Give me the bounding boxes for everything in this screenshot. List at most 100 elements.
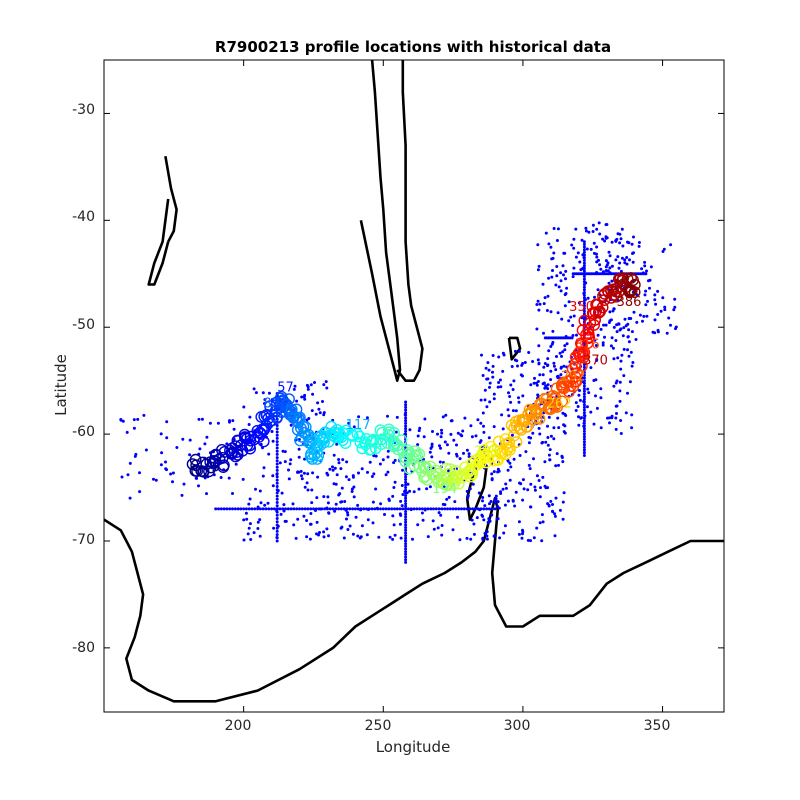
historical-profile-point — [632, 251, 635, 255]
historical-profile-point — [604, 323, 608, 327]
historical-profile-point — [574, 255, 578, 259]
historical-profile-point — [333, 466, 337, 470]
historical-profile-point — [404, 558, 408, 562]
historical-profile-point — [247, 526, 251, 530]
historical-profile-point — [159, 432, 163, 436]
float-profile-marker — [550, 398, 563, 411]
historical-profile-point — [574, 401, 578, 405]
historical-profile-point — [533, 376, 536, 380]
historical-profile-point — [607, 250, 611, 254]
historical-profile-point — [292, 387, 296, 391]
historical-profile-point — [558, 351, 562, 355]
historical-profile-point — [404, 539, 407, 543]
historical-profile-point — [404, 483, 408, 487]
historical-profile-point — [663, 308, 667, 312]
historical-profile-point — [256, 527, 260, 530]
historical-profile-point — [571, 275, 575, 279]
historical-profile-point — [456, 515, 459, 519]
historical-profile-point — [275, 446, 279, 450]
historical-profile-point — [391, 494, 395, 498]
historical-profile-point — [587, 391, 591, 395]
historical-profile-point — [582, 365, 586, 369]
historical-profile-point — [406, 507, 410, 511]
historical-profile-point — [519, 373, 523, 377]
historical-profile-point — [672, 308, 676, 312]
x-tick-label: 300 — [504, 718, 531, 734]
historical-profile-point — [529, 539, 532, 543]
historical-profile-point — [544, 486, 548, 490]
historical-profile-point — [416, 443, 420, 447]
historical-profile-point — [528, 467, 532, 471]
historical-profile-point — [643, 264, 647, 268]
historical-profile-point — [479, 421, 483, 425]
historical-profile-point — [171, 480, 174, 484]
historical-points-layer — [119, 221, 678, 564]
historical-profile-point — [298, 507, 301, 511]
historical-profile-point — [451, 528, 455, 532]
historical-profile-point — [540, 539, 544, 543]
historical-profile-point — [342, 536, 346, 540]
historical-profile-point — [606, 269, 610, 273]
historical-profile-point — [476, 418, 480, 422]
historical-profile-point — [429, 507, 433, 511]
historical-profile-point — [404, 528, 408, 532]
historical-profile-point — [275, 485, 279, 488]
historical-profile-point — [482, 424, 485, 428]
historical-profile-point — [387, 507, 391, 511]
historical-profile-point — [546, 357, 550, 361]
historical-profile-point — [327, 534, 330, 538]
historical-profile-point — [316, 475, 320, 479]
historical-profile-point — [348, 507, 352, 511]
historical-profile-point — [616, 356, 620, 360]
historical-profile-point — [491, 375, 495, 379]
y-ticks: -30 -40 -50 -60 -70 -80 — [72, 102, 95, 656]
historical-profile-point — [619, 419, 623, 422]
historical-profile-point — [125, 430, 129, 434]
historical-profile-point — [614, 239, 618, 243]
historical-profile-point — [322, 495, 326, 499]
historical-profile-point — [335, 442, 339, 446]
historical-profile-point — [164, 467, 168, 471]
historical-profile-point — [348, 524, 352, 528]
historical-profile-point — [325, 386, 329, 390]
historical-profile-point — [391, 537, 395, 541]
historical-profile-point — [275, 491, 279, 495]
historical-profile-point — [589, 247, 593, 251]
historical-profile-point — [592, 251, 596, 255]
float-profile-marker — [548, 393, 560, 405]
historical-profile-point — [561, 500, 565, 504]
historical-profile-point — [521, 528, 524, 532]
historical-profile-point — [549, 369, 553, 373]
historical-profile-point — [631, 361, 635, 364]
float-profile-marker — [625, 272, 637, 284]
historical-profile-point — [404, 486, 408, 489]
historical-profile-point — [626, 335, 630, 339]
historical-profile-point — [501, 487, 505, 491]
historical-profile-point — [440, 533, 444, 537]
historical-profile-point — [250, 507, 254, 511]
historical-profile-point — [488, 381, 492, 385]
historical-profile-point — [632, 235, 635, 239]
historical-profile-point — [299, 469, 303, 473]
historical-profile-point — [443, 503, 447, 507]
float-profile-marker — [391, 443, 404, 456]
historical-profile-point — [490, 513, 494, 517]
historical-profile-point — [248, 522, 252, 526]
historical-profile-point — [492, 392, 496, 396]
historical-profile-point — [582, 242, 586, 246]
historical-profile-point — [541, 475, 545, 479]
historical-profile-point — [554, 283, 558, 287]
float-profile-marker — [573, 346, 586, 359]
historical-profile-point — [333, 509, 337, 513]
float-profile-marker — [189, 464, 202, 477]
historical-profile-point — [365, 416, 369, 420]
historical-profile-point — [128, 461, 132, 465]
float-profile-marker — [466, 456, 479, 469]
historical-profile-point — [561, 517, 565, 521]
float-profile-marker — [575, 338, 588, 351]
historical-profile-point — [258, 518, 262, 522]
historical-profile-point — [392, 461, 396, 465]
historical-profile-point — [275, 478, 279, 482]
historical-profile-point — [508, 395, 512, 398]
historical-profile-point — [543, 386, 547, 390]
